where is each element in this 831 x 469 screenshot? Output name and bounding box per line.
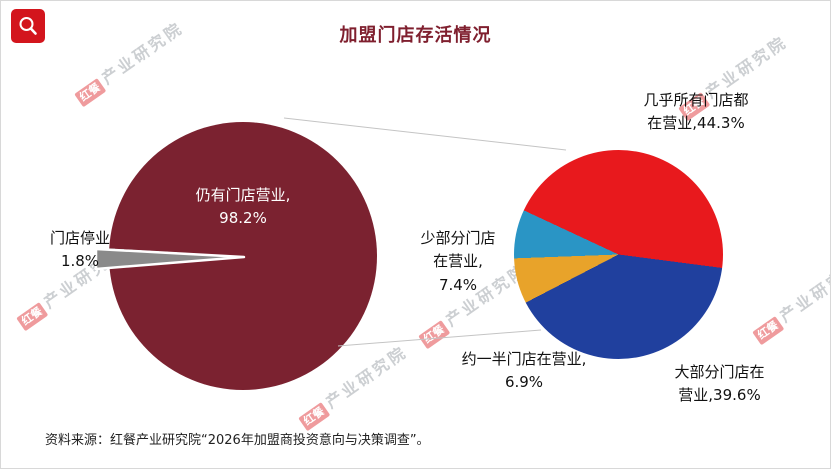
label-line: 仍有门店营业, [195,186,291,204]
watermark: 红餐 产业研究院 [748,253,831,346]
label-most-open: 大部分门店在 营业,39.6% [637,361,802,408]
label-still-open: 仍有门店营业, 98.2% [143,184,343,231]
label-line: 营业,39.6% [678,386,761,405]
chart-title: 加盟门店存活情况 [339,25,492,46]
label-line: 约一半门店在营业, [461,350,587,368]
watermark-brand: 红餐 [74,78,107,108]
label-line: 98.2% [219,209,267,228]
source-note: 资料来源：红餐产业研究院“2026年加盟商投资意向与决策调查”。 [45,433,430,448]
pie-overall [109,122,377,390]
connector-line-top [283,117,567,151]
label-line: 1.8% [60,252,100,271]
pie-breakdown [514,150,723,359]
label-line: 门店停业 [49,229,110,247]
connector-line-bottom [337,329,542,347]
label-half-open: 约一半门店在营业, 6.9% [429,348,619,395]
label-few-open: 少部分门店 在营业, 7.4% [403,227,513,297]
label-line: 7.4% [438,275,478,294]
watermark-brand: 红餐 [16,302,49,332]
watermark-brand: 红餐 [418,320,451,350]
label-line: 大部分门店在 [674,363,765,381]
magnifier-icon [19,17,37,35]
label-line: 少部分门店 [420,229,496,247]
label-line: 6.9% [504,373,544,392]
label-line: 几乎所有门店都 [643,91,749,109]
brand-logo [11,9,45,43]
label-closed: 门店停业 1.8% [25,227,135,274]
watermark-brand: 红餐 [298,402,331,432]
label-almost-all-open: 几乎所有门店都 在营业,44.3% [601,89,791,136]
label-line: 在营业,44.3% [647,114,745,133]
watermark-brand: 红餐 [752,316,785,346]
label-line: 在营业, [433,252,483,271]
watermark-text: 产业研究院 [776,256,831,327]
